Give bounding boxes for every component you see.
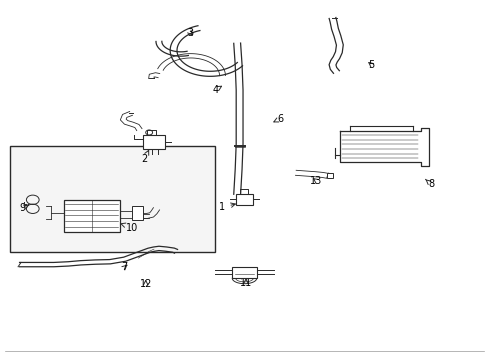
Text: 8: 8 [425, 179, 433, 189]
Text: 12: 12 [139, 279, 152, 289]
Text: 9: 9 [20, 203, 28, 213]
Bar [235, 194, 252, 205]
Text: 13: 13 [309, 176, 322, 186]
Bar [132, 206, 142, 220]
Text: 7: 7 [122, 262, 127, 272]
Text: 6: 6 [273, 114, 283, 124]
Text: 5: 5 [368, 60, 374, 70]
Text: 4: 4 [212, 85, 221, 95]
Bar [63, 200, 120, 232]
Bar [232, 267, 256, 278]
Text: 2: 2 [141, 150, 148, 165]
Bar [143, 135, 165, 149]
Text: 10: 10 [120, 222, 138, 233]
Text: 3: 3 [187, 28, 193, 38]
Text: 1: 1 [219, 202, 235, 212]
Bar [10, 146, 215, 252]
Bar [326, 173, 332, 178]
Text: 11: 11 [239, 278, 252, 288]
